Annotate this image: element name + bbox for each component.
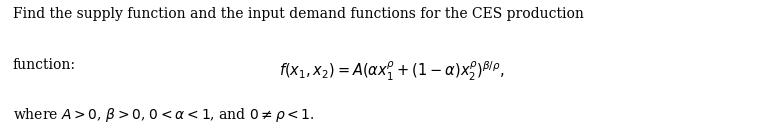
Text: $f(x_1, x_2) = A(\alpha x_1^{\rho} + (1 - \alpha)x_2^{\rho})^{\beta/\rho},$: $f(x_1, x_2) = A(\alpha x_1^{\rho} + (1 … — [279, 59, 505, 83]
Text: Find the supply function and the input demand functions for the CES production: Find the supply function and the input d… — [13, 7, 583, 21]
Text: function:: function: — [13, 58, 75, 72]
Text: where $A > 0$, $\beta > 0$, $0 < \alpha < 1$, and $0 \neq \rho < 1$.: where $A > 0$, $\beta > 0$, $0 < \alpha … — [13, 106, 314, 124]
